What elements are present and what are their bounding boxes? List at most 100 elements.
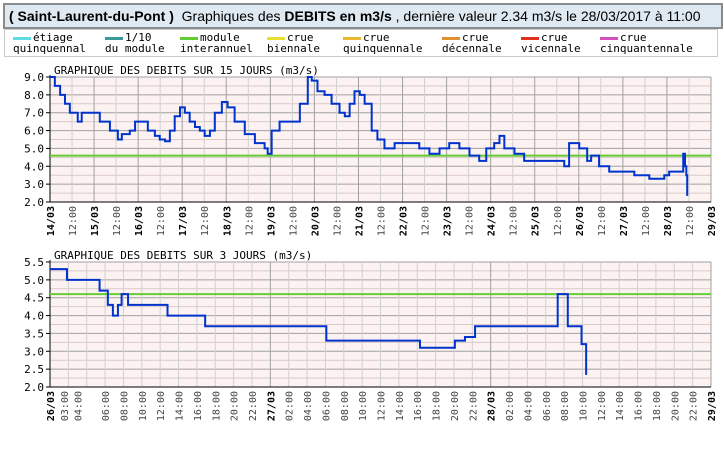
x-tick-label-day: 14/03 (46, 206, 57, 236)
legend-item: crue vicennale (521, 32, 581, 54)
legend-swatch (521, 36, 539, 40)
x-tick-label-day: 26/03 (46, 391, 57, 421)
x-tick-label-hour: 04:00 (303, 391, 314, 421)
legend-swatch (267, 36, 285, 40)
title-prefix: Graphiques des (181, 8, 281, 24)
x-tick-label-hour: 04:00 (523, 391, 534, 421)
legend-label-2: quinquennal (13, 42, 86, 55)
x-tick-label-day: 24/03 (487, 206, 498, 236)
x-tick-label-hour: 12:00 (641, 206, 652, 236)
x-tick-label-day: 26/03 (575, 206, 586, 236)
x-tick-label-hour: 16:00 (413, 391, 424, 421)
legend-label-1: crue (462, 31, 489, 44)
x-tick-label-hour: 12:00 (685, 206, 696, 236)
legend-label-1: crue (620, 31, 647, 44)
x-tick-label-day: 29/03 (707, 206, 718, 236)
y-tick-label: 5.0 (24, 142, 44, 155)
flow-series-line (50, 76, 689, 196)
x-tick-label-hour: 08:00 (340, 391, 351, 421)
title-bar: ( Saint-Laurent-du-Pont ) Graphiques des… (3, 3, 723, 29)
x-tick-label-hour: 16:00 (193, 391, 204, 421)
x-tick-label-hour: 08:00 (119, 391, 130, 421)
x-tick-label-hour: 12:00 (377, 206, 388, 236)
y-tick-label: 4.0 (24, 310, 44, 323)
x-tick-label-hour: 12:00 (200, 206, 211, 236)
x-tick-label-hour: 12:00 (509, 206, 520, 236)
legend-swatch (180, 36, 198, 40)
x-tick-label-day: 21/03 (354, 206, 365, 236)
legend-item: module interannuel (180, 32, 253, 54)
legend-item: crue biennale (267, 32, 320, 54)
legend-item: étiage quinquennal (13, 32, 86, 54)
legend-label-1: crue (541, 31, 568, 44)
legend-swatch (13, 36, 31, 40)
x-tick-label-hour: 06:00 (101, 391, 112, 421)
x-tick-label-hour: 06:00 (542, 391, 553, 421)
x-tick-label-hour: 10:00 (578, 391, 589, 421)
legend-label-1: crue (287, 31, 314, 44)
y-tick-label: 2.0 (24, 196, 44, 209)
x-tick-label-hour: 22:00 (689, 391, 700, 421)
x-tick-label-hour: 18:00 (652, 391, 663, 421)
x-tick-label-hour: 03:00 (60, 391, 71, 421)
x-tick-label-hour: 02:00 (505, 391, 516, 421)
x-tick-label-hour: 12:00 (377, 391, 388, 421)
y-tick-label: 3.0 (24, 345, 44, 358)
x-tick-label-hour: 12:00 (156, 206, 167, 236)
x-tick-label-day: 23/03 (443, 206, 454, 236)
x-tick-label-day: 27/03 (266, 391, 277, 421)
y-tick-label: 8.0 (24, 89, 44, 102)
x-tick-label-day: 19/03 (266, 206, 277, 236)
x-tick-label-hour: 12:00 (112, 206, 123, 236)
x-tick-label-hour: 12:00 (465, 206, 476, 236)
legend-item: 1/10 du module (105, 32, 165, 54)
x-tick-label-day: 28/03 (487, 391, 498, 421)
x-tick-label-hour: 18:00 (432, 391, 443, 421)
title-bold: DEBITS en m3/s (284, 8, 392, 24)
x-tick-label-day: 22/03 (399, 206, 410, 236)
x-tick-label-hour: 04:00 (74, 391, 85, 421)
legend-label-1: crue (363, 31, 390, 44)
x-tick-label-hour: 12:00 (244, 206, 255, 236)
x-tick-label-hour: 18:00 (211, 391, 222, 421)
legend-label-2: du module (105, 42, 165, 55)
legend-swatch (442, 36, 460, 40)
x-tick-label-day: 27/03 (619, 206, 630, 236)
x-tick-label-hour: 12:00 (553, 206, 564, 236)
x-tick-label-hour: 14:00 (175, 391, 186, 421)
x-tick-label-hour: 14:00 (395, 391, 406, 421)
x-tick-label-hour: 20:00 (450, 391, 461, 421)
y-tick-label: 3.5 (24, 327, 44, 340)
legend-swatch (343, 36, 361, 40)
y-tick-label: 6.0 (24, 125, 44, 138)
legend-label-1: 1/10 (125, 31, 152, 44)
legend-label-2: vicennale (521, 42, 581, 55)
x-tick-label-hour: 10:00 (358, 391, 369, 421)
x-tick-label-hour: 12:00 (288, 206, 299, 236)
x-tick-label-day: 15/03 (90, 206, 101, 236)
legend-label-2: biennale (267, 42, 320, 55)
x-tick-label-hour: 12:00 (597, 206, 608, 236)
legend-swatch (600, 36, 618, 40)
y-tick-label: 9.0 (24, 71, 44, 84)
legend: étiage quinquennal 1/10 du module module inte… (4, 29, 718, 57)
legend-label-1: étiage (33, 31, 73, 44)
x-tick-label-day: 25/03 (531, 206, 542, 236)
legend-label-2: cinquantennale (600, 42, 693, 55)
x-tick-label-day: 16/03 (134, 206, 145, 236)
y-tick-label: 5.5 (24, 256, 44, 269)
x-tick-label-hour: 20:00 (230, 391, 241, 421)
chart-title: GRAPHIQUE DES DEBITS SUR 3 JOURS (m3/s) (54, 249, 312, 262)
x-tick-label-hour: 12:00 (68, 206, 79, 236)
legend-item: crue décennale (442, 32, 502, 54)
x-tick-label-day: 17/03 (178, 206, 189, 236)
x-tick-label-day: 20/03 (310, 206, 321, 236)
legend-swatch (105, 36, 123, 40)
x-tick-label-hour: 22:00 (468, 391, 479, 421)
legend-label-2: quinquennale (343, 42, 423, 55)
x-tick-label-hour: 12:00 (332, 206, 343, 236)
legend-item: crue quinquennale (343, 32, 422, 54)
title-suffix: , dernière valeur 2.34 m3/s le 28/03/201… (395, 8, 701, 24)
x-tick-label-hour: 02:00 (285, 391, 296, 421)
